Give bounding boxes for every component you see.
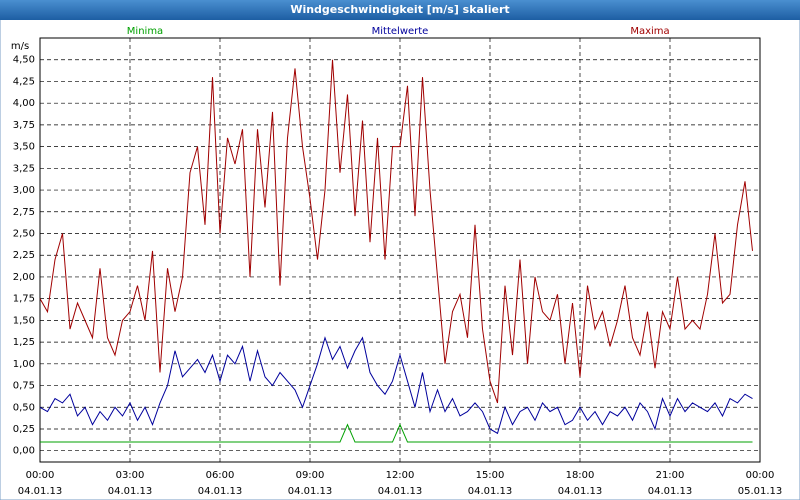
y-tick-label: 2,00 [13,272,35,283]
x-tick-date: 04.01.13 [378,486,423,497]
x-tick-date: 04.01.13 [288,486,333,497]
data-line [39,59,753,404]
y-tick-label: 1,00 [13,359,35,370]
x-tick-label: 09:00 [296,470,325,481]
y-tick-label: 3,00 [13,185,35,196]
x-tick-date: 04.01.13 [648,486,693,497]
x-tick-date: 05.01.13 [738,486,783,497]
x-tick-label: 18:00 [566,470,595,481]
y-tick-label: 3,75 [13,120,35,131]
y-tick-label: 4,25 [13,76,35,87]
y-tick-label: 0,00 [13,446,35,457]
y-tick-label: 1,75 [13,294,35,305]
x-tick-label: 12:00 [386,470,415,481]
data-line [40,423,753,443]
legend-entry: Minima [127,26,163,37]
y-tick-label: 3,50 [13,142,35,153]
legend-entry: Mittelwerte [372,26,429,37]
y-tick-label: 3,25 [13,163,35,174]
y-tick-label: 4,00 [13,98,35,109]
data-line [39,336,753,435]
y-tick-label: 2,75 [13,207,35,218]
y-tick-label: 0,25 [13,424,35,435]
y-axis-label: m/s [11,41,29,52]
y-tick-label: 0,50 [13,402,35,413]
x-tick-label: 00:00 [26,470,55,481]
y-tick-label: 2,50 [13,228,35,239]
x-tick-date: 04.01.13 [108,486,153,497]
x-tick-date: 04.01.13 [18,486,63,497]
y-tick-label: 1,50 [13,315,35,326]
x-tick-date: 04.01.13 [558,486,603,497]
y-tick-label: 4,50 [13,55,35,66]
y-tick-label: 0,75 [13,381,35,392]
x-tick-label: 06:00 [206,470,235,481]
legend-entry: Maxima [630,26,669,37]
x-tick-date: 04.01.13 [198,486,243,497]
chart-title: Windgeschwindigkeit [m/s] skaliert [290,3,509,16]
title-bar [0,0,800,20]
y-tick-label: 2,25 [13,250,35,261]
y-tick-label: 1,25 [13,337,35,348]
x-tick-date: 04.01.13 [468,486,513,497]
x-tick-label: 00:00 [746,470,775,481]
x-tick-label: 03:00 [116,470,145,481]
x-tick-label: 21:00 [656,470,685,481]
x-tick-label: 15:00 [476,470,505,481]
